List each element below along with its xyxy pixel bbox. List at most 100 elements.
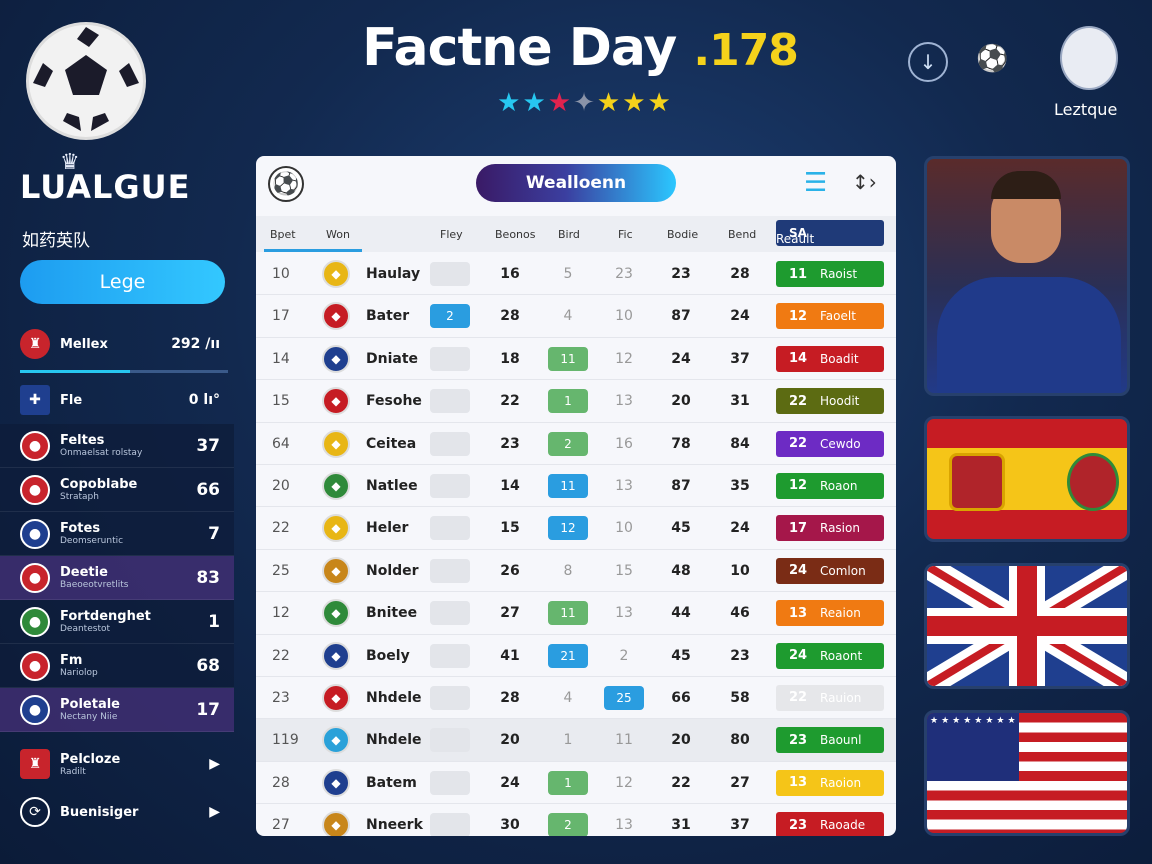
team-name-cell[interactable]: Heler [366,520,409,537]
table-row[interactable]: 22 ◆ Heler 15 12 10 45 24 17 Rasion [256,507,896,550]
table-row[interactable]: 27 ◆ Nneerk 30 2 13 31 37 23 Raoade [256,804,896,836]
result-badge[interactable]: 13 Reaion [776,600,884,627]
result-label: Roaont [820,648,863,663]
team-logo-icon: ◆ [322,471,350,500]
table-row[interactable]: 22 ◆ Boely 41 21 2 45 23 24 Roaont [256,635,896,677]
result-header[interactable]: SA Reault [776,220,884,246]
result-label: Raoade [820,818,866,833]
lege-button[interactable]: Lege [20,260,225,304]
result-badge[interactable]: 24 Roaont [776,642,884,669]
active-col-underline [264,249,362,252]
team-name: Fortdenghet [60,609,151,624]
usa-flag: ★★★★★★★★★★★★★★★★★★★★★★★★★★★★★★★★★★★★★★★★… [924,710,1130,836]
team-list-item[interactable]: ● Poletale Nectany Niie 17 [0,688,234,732]
result-badge[interactable]: 22 Rauion [776,684,884,711]
result-badge[interactable]: 14 Boadit [776,345,884,372]
table-row[interactable]: 14 ◆ Dniate 18 11 12 24 37 14 Boadit [256,338,896,381]
team-sub: Deantestot [60,624,111,634]
team-logo-icon: ◆ [322,641,350,670]
team-list-item[interactable]: ● Deetie Baeoeotvretlits 83 [0,556,234,600]
team-name-cell[interactable]: Bater [366,308,410,325]
result-badge[interactable]: 23 Raoade [776,812,884,836]
team-name-cell[interactable]: Natlee [366,477,418,494]
col-header[interactable]: Fley [440,228,463,241]
team-name-cell[interactable]: Ceitea [366,435,417,452]
sidebar-item-label: Pelcloze [60,751,121,767]
menu-icon[interactable]: ☰ [804,168,828,198]
sidebar-item-pelcloze[interactable]: ♜ Pelcloze Radilt ▶ [0,742,234,786]
col-header[interactable]: Bend [728,228,757,241]
result-badge[interactable]: 22 Cewdo [776,430,884,457]
col-header[interactable]: Beonos [495,228,536,241]
team-logo-icon: ◆ [322,726,350,755]
table-row[interactable]: 10 ◆ Haulay 16 5 23 23 28 11 Raoist [256,253,896,296]
stat-cell: 20 [671,732,691,749]
team-name-cell[interactable]: Nneerk [366,817,423,834]
table-row[interactable]: 15 ◆ Fesohe 22 1 13 20 31 22 Hoodit [256,380,896,423]
stat-cell: 4 [563,689,573,706]
result-badge[interactable]: 11 Raoist [776,261,884,287]
team-name-cell[interactable]: Dniate [366,350,419,367]
sidebar-item-buenisiger[interactable]: ⟳ Buenisiger ▶ [0,790,234,834]
download-icon[interactable]: ↓ [908,42,948,82]
result-badge[interactable]: 17 Rasion [776,515,884,542]
result-badge[interactable]: 22 Hoodit [776,388,884,415]
stat-cell: 15 [500,520,520,537]
result-badge[interactable]: 23 Baounl [776,727,884,754]
team-name-cell[interactable]: Bnitee [366,605,418,622]
result-number: 23 [788,732,808,748]
team-crest-icon: ● [20,518,50,549]
sidebar-item-fle[interactable]: ✚ Fle 0 lı° [0,378,234,422]
team-logo-icon: ◆ [322,344,350,373]
table-row[interactable]: 23 ◆ Nhdele 28 4 25 66 58 22 Rauion [256,677,896,720]
table-body: 10 ◆ Haulay 16 5 23 23 28 11 Raoist 17 ◆ Bater 2 28 4 10… [256,253,896,836]
table-row[interactable]: 25 ◆ Nolder 26 8 15 48 10 24 Comlon [256,550,896,593]
table-row[interactable]: 119 ◆ Nhdele 20 1 11 20 80 23 Baounl [256,719,896,762]
star-icon: ✦ [573,88,597,118]
col-header[interactable]: Fic [618,228,633,241]
soccer-icon[interactable]: ⚽ [976,44,1009,74]
team-list-item[interactable]: ● Fotes Deomseruntic 7 [0,512,234,556]
col-header[interactable]: Bpet [270,228,296,241]
next-arrow-icon[interactable]: ↕› [852,170,877,194]
table-row[interactable]: 17 ◆ Bater 2 28 4 10 87 24 12 Faoelt [256,295,896,338]
team-name-cell[interactable]: Nolder [366,562,419,579]
table-row[interactable]: 12 ◆ Bnitee 27 11 13 44 46 13 Reaion [256,592,896,635]
col-header[interactable]: Won [326,228,350,241]
stat-cell: 28 [500,689,520,706]
result-badge[interactable]: 12 Roaon [776,472,884,499]
team-name-cell[interactable]: Nhdele [366,689,422,706]
stat-cell-highlight: 12 [548,516,588,541]
team-name-cell[interactable]: Haulay [366,266,421,282]
stat-cell: 41 [500,647,520,664]
team-name-cell[interactable]: Nhdele [366,732,422,749]
team-name-cell[interactable]: Boely [366,647,410,664]
team-list-item[interactable]: ● Copoblabe Strataph 66 [0,468,234,512]
stat-cell: 66 [671,689,691,706]
col-header[interactable]: Bodie [667,228,699,241]
team-list-item[interactable]: ● Fm Nariolop 68 [0,644,234,688]
team-logo-icon: ◆ [322,683,350,712]
sidebar-subtitle: 如药英队 [22,231,90,251]
result-badge[interactable]: 12 Faoelt [776,303,884,330]
result-badge[interactable]: 13 Raoion [776,769,884,796]
team-name-cell[interactable]: Fesohe [366,393,422,410]
team-logo-icon: ◆ [322,387,350,416]
sidebar-item-mellex[interactable]: ♜ Mellex 292 /ıı [0,322,234,366]
stat-cell: 35 [730,477,750,494]
played-cell [430,516,470,541]
table-row[interactable]: 28 ◆ Batem 24 1 12 22 27 13 Raoion [256,762,896,805]
table-row[interactable]: 20 ◆ Natlee 14 11 13 87 35 12 Roaon [256,465,896,508]
team-list-item[interactable]: ● Feltes Onmaelsat rolstay 37 [0,424,234,468]
tab-pill[interactable]: Wealloenn [476,164,676,202]
result-label: Cewdo [820,436,861,451]
stat-cell-highlight: 25 [604,685,644,710]
result-badge[interactable]: 24 Comlon [776,557,884,584]
col-header[interactable]: Bird [558,228,580,241]
team-name-cell[interactable]: Batem [366,774,417,791]
team-list-item[interactable]: ● Fortdenghet Deantestot 1 [0,600,234,644]
table-row[interactable]: 64 ◆ Ceitea 23 2 16 78 84 22 Cewdo [256,423,896,465]
team-crest-icon: ● [20,694,50,725]
team-name: Fotes [60,521,101,536]
team-value: 66 [196,479,220,500]
